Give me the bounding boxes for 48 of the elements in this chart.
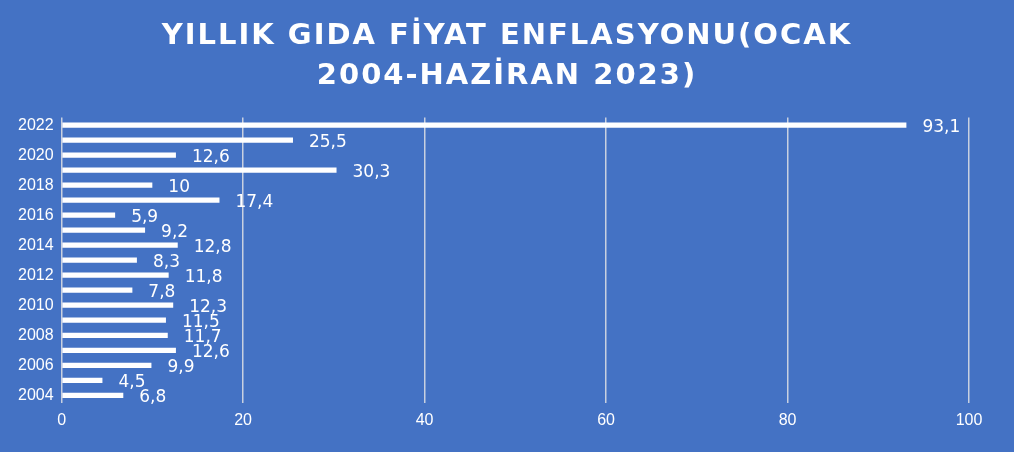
- y-tick-label: 2004: [18, 385, 54, 403]
- bar: [62, 257, 137, 263]
- bar: [62, 332, 168, 338]
- bar: [62, 212, 116, 218]
- x-tick-label: 80: [778, 410, 797, 428]
- y-tick-label: 2016: [18, 205, 54, 223]
- bar: [62, 227, 146, 233]
- data-label: 93,1: [922, 115, 961, 136]
- bar: [62, 167, 337, 173]
- bar: [62, 317, 166, 323]
- data-label: 9,9: [167, 355, 195, 376]
- y-tick-label: 2006: [18, 355, 54, 373]
- bar: [62, 347, 176, 353]
- bar: [62, 377, 103, 383]
- data-label: 5,9: [131, 205, 159, 226]
- bar: [62, 287, 133, 293]
- y-tick-label: 2020: [18, 145, 54, 163]
- data-label: 25,5: [308, 130, 347, 151]
- bar: [62, 302, 174, 308]
- data-label: 12,8: [193, 235, 232, 256]
- data-label: 9,2: [161, 220, 189, 241]
- x-tick-label: 100: [955, 410, 983, 428]
- bar: [62, 152, 176, 158]
- bar: [62, 272, 169, 278]
- y-tick-label: 2014: [18, 235, 54, 253]
- bar: [62, 197, 220, 203]
- y-tick-label: 2010: [18, 295, 54, 313]
- bar: [62, 122, 907, 128]
- x-tick-label: 60: [597, 410, 616, 428]
- data-label: 30,3: [352, 160, 391, 181]
- data-label: 10: [168, 175, 190, 196]
- bar: [62, 242, 178, 248]
- y-tick-label: 2008: [18, 325, 54, 343]
- bar: [62, 137, 293, 143]
- x-tick-label: 0: [57, 410, 67, 428]
- bar: [62, 392, 124, 398]
- bar: [62, 362, 152, 368]
- data-label: 8,3: [152, 250, 180, 271]
- data-label: 7,8: [148, 280, 176, 301]
- x-tick-label: 40: [415, 410, 434, 428]
- bar: [62, 182, 153, 188]
- chart-title: YILLIK GIDA FİYAT ENFLASYONU(OCAK 2004-HAZİRAN 2023): [160, 16, 854, 93]
- y-tick-label: 2022: [18, 115, 54, 133]
- data-label: 12,6: [191, 145, 230, 166]
- y-tick-label: 2012: [18, 265, 54, 283]
- y-tick-label: 2018: [18, 175, 54, 193]
- x-tick-label: 20: [234, 410, 253, 428]
- data-label: 11,8: [184, 265, 223, 286]
